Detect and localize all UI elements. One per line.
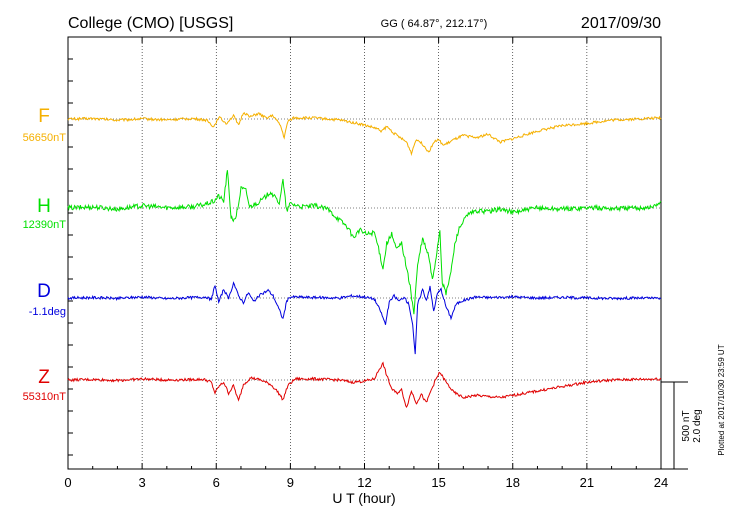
series-name-label: F	[38, 106, 50, 127]
series-line-H	[67, 170, 662, 315]
series-name-label: H	[37, 196, 51, 217]
x-tick-label: 0	[64, 475, 71, 490]
series-line-F	[67, 112, 662, 157]
x-tick-label: 3	[139, 475, 146, 490]
x-tick-label: 18	[506, 475, 520, 490]
series-labels: F 56650nT H 12390nT D -1.1deg Z 55310nT	[23, 106, 67, 403]
series-name-label: D	[37, 281, 51, 302]
series-baseline-label: -1.1deg	[29, 306, 66, 318]
scale-bar-deg-label: 2.0 deg	[692, 409, 703, 442]
plotted-note: Plotted at 2017/10/30 23:59 UT	[717, 344, 726, 455]
x-tick-label: 12	[357, 475, 371, 490]
series-line-Z	[67, 361, 662, 408]
coords-label: GG ( 64.87°, 212.17°)	[381, 18, 488, 30]
scale-bar: 500 nT 2.0 deg	[661, 381, 703, 470]
series-baseline-label: 55310nT	[23, 391, 67, 403]
date-label: 2017/09/30	[581, 15, 661, 32]
series-line-D	[67, 281, 662, 355]
x-axis-label: U T (hour)	[332, 490, 395, 506]
x-tick-label: 15	[431, 475, 445, 490]
series-baseline-label: 12390nT	[23, 219, 67, 231]
x-tick-label: 6	[213, 475, 220, 490]
series-lines	[67, 112, 662, 408]
x-tick-label: 21	[580, 475, 594, 490]
axis-ticks: 0 3 6 9 12 15 18 21 24	[64, 37, 668, 490]
x-tick-label: 24	[654, 475, 668, 490]
x-tick-label: 9	[287, 475, 294, 490]
series-baseline-label: 56650nT	[23, 132, 67, 144]
scale-bar-nt-label: 500 nT	[681, 410, 692, 441]
grid-lines	[68, 37, 661, 469]
series-name-label: Z	[38, 367, 50, 388]
station-title: College (CMO) [USGS]	[68, 15, 233, 32]
